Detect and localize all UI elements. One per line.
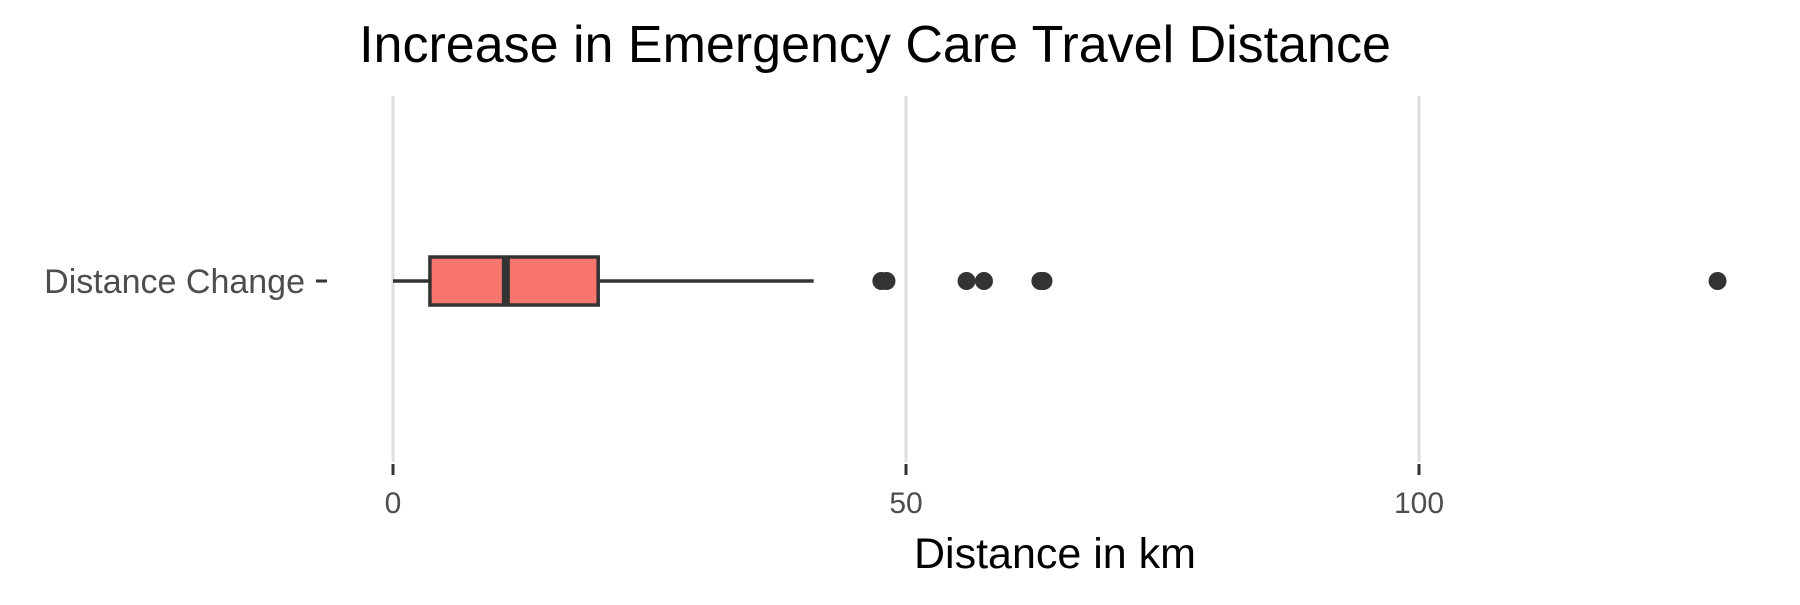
- x-tick-label: 100: [1394, 487, 1444, 520]
- box-iqr: [428, 255, 600, 307]
- axes: 0 50 100 Distance Change: [44, 263, 1444, 520]
- outlier-point: [957, 272, 976, 290]
- outlier-point: [974, 272, 993, 290]
- x-tick-label: 0: [385, 487, 402, 520]
- y-category-label: Distance Change: [44, 263, 305, 301]
- outlier-point: [1034, 272, 1053, 290]
- outlier-point: [877, 272, 896, 290]
- gridlines: [391, 96, 1421, 462]
- outlier-point: [1708, 272, 1727, 290]
- chart-title: Increase in Emergency Care Travel Distan…: [359, 16, 1391, 74]
- x-tick-label: 50: [889, 487, 922, 520]
- x-axis-title: Distance in km: [914, 530, 1196, 578]
- box-layer: [393, 255, 1727, 307]
